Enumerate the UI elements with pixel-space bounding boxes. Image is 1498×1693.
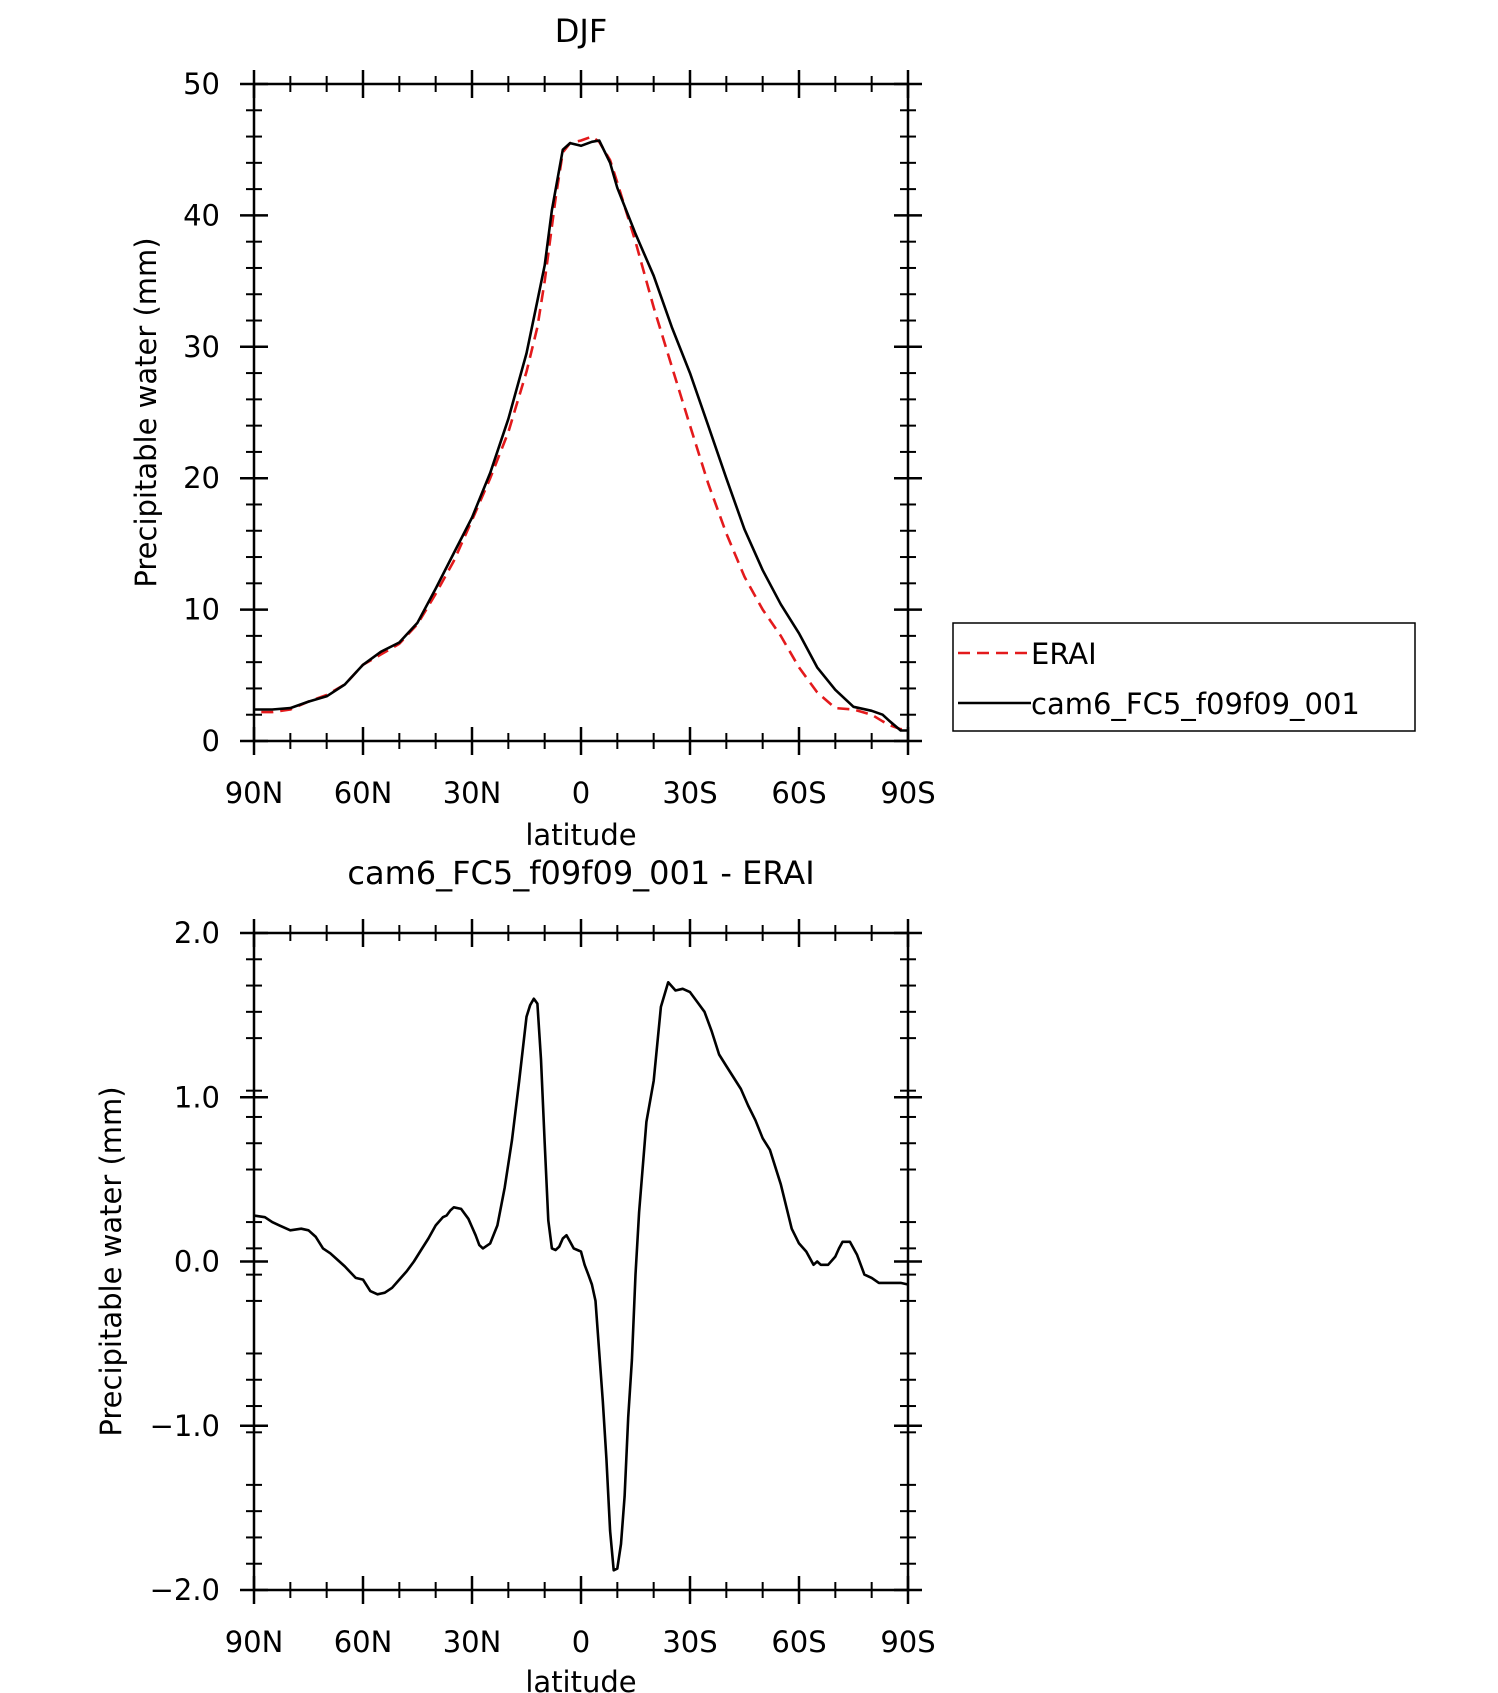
y-tick-label: 0.0 bbox=[174, 1245, 220, 1279]
y-tick-label: 50 bbox=[183, 67, 220, 101]
series-line-cam6-fc5-f09f09-001 bbox=[254, 139, 908, 732]
y-tick-label: 2.0 bbox=[174, 916, 220, 950]
y-tick-label: 20 bbox=[183, 461, 220, 495]
y-tick-label: 1.0 bbox=[174, 1080, 220, 1114]
x-tick-label: 60S bbox=[771, 1625, 826, 1659]
x-tick-label: 90S bbox=[880, 1625, 935, 1659]
x-tick-label: 60N bbox=[334, 776, 393, 810]
x-tick-label: 90S bbox=[880, 776, 935, 810]
x-tick-label: 60S bbox=[771, 776, 826, 810]
legend-box bbox=[952, 622, 1416, 732]
series-line-difference bbox=[253, 980, 909, 1572]
y-tick-label: 30 bbox=[183, 330, 220, 364]
x-tick-label: 30N bbox=[443, 776, 502, 810]
plot-frame bbox=[252, 931, 910, 1592]
plot-frame bbox=[252, 82, 910, 743]
chart-title: cam6_FC5_f09f09_001 - ERAI bbox=[347, 854, 814, 892]
legend: ERAI cam6_FC5_f09f09_001 bbox=[952, 622, 1416, 732]
y-tick-label: −1.0 bbox=[150, 1409, 220, 1443]
y-tick-label: −2.0 bbox=[150, 1573, 220, 1607]
y-tick-label: 40 bbox=[183, 198, 220, 232]
x-tick-label: 0 bbox=[572, 1625, 590, 1659]
series-line-erai bbox=[261, 135, 908, 731]
x-axis-label: latitude bbox=[525, 818, 636, 852]
chart-title: DJF bbox=[555, 12, 607, 50]
x-tick-label: 0 bbox=[572, 776, 590, 810]
y-axis-label: Precipitable water (mm) bbox=[129, 237, 163, 587]
x-tick-label: 30S bbox=[662, 776, 717, 810]
y-tick-label: 10 bbox=[183, 593, 220, 627]
x-tick-label: 30N bbox=[443, 1625, 502, 1659]
x-tick-label: 60N bbox=[334, 1625, 393, 1659]
chart-panel-2: cam6_FC5_f09f09_001 - ERAI 90N 60N 30N 0 30S 6… bbox=[94, 854, 936, 1693]
chart-panel-1: DJF 90N 60N 30N 0 30S 60S 90S 0 10 20 30 40 50 latitud… bbox=[129, 12, 1416, 852]
legend-entry-label: ERAI bbox=[1031, 637, 1097, 671]
x-axis-label: latitude bbox=[525, 1665, 636, 1693]
y-axis-label: Precipitable water (mm) bbox=[94, 1086, 128, 1436]
legend-entry-label: cam6_FC5_f09f09_001 bbox=[1031, 687, 1360, 721]
x-tick-label: 30S bbox=[662, 1625, 717, 1659]
x-tick-label: 90N bbox=[225, 1625, 284, 1659]
x-tick-label: 90N bbox=[225, 776, 284, 810]
y-tick-label: 0 bbox=[202, 724, 220, 758]
